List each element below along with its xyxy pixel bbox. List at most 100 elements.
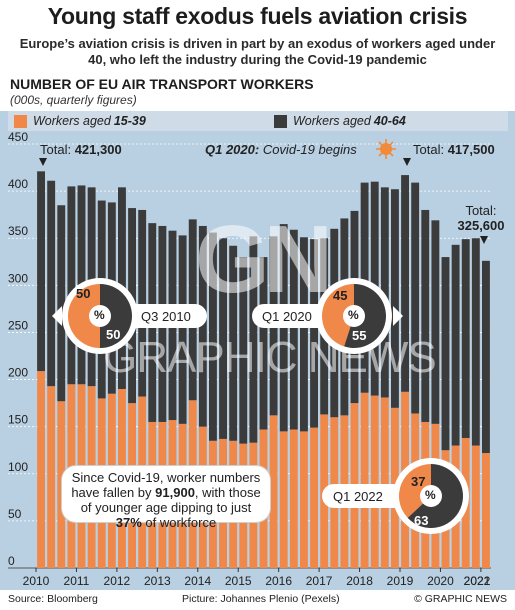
legend-young-range: 15-39: [113, 114, 146, 128]
bar-old: [441, 257, 450, 451]
x-tick-label: 2016: [265, 574, 292, 588]
bar-young: [57, 401, 66, 568]
bar-young: [380, 397, 389, 568]
bar-young: [37, 371, 45, 568]
pie3-young-slice: [398, 463, 431, 518]
bar-young: [279, 431, 288, 568]
bar-old: [47, 180, 56, 387]
bar-young: [269, 415, 278, 568]
bar-old: [219, 238, 227, 439]
y-tick-label: 400: [8, 177, 28, 191]
legend-young-swatch: [14, 114, 27, 128]
pie1-old-value: 50: [106, 327, 121, 342]
bar-old: [138, 209, 147, 397]
pie-q1-2020: [252, 278, 403, 354]
bar-old: [451, 244, 460, 446]
x-tick-label: 2019: [387, 574, 414, 588]
pie-q3-2010: [52, 278, 207, 354]
bar-old: [289, 229, 298, 430]
chart-unit: (000s, quarterly figures): [10, 93, 137, 107]
bar-old: [57, 205, 66, 402]
callout-bold1: 91,900: [155, 485, 195, 500]
pie1-pointer: [52, 306, 62, 326]
pie1-label: Q3 2010: [141, 309, 191, 324]
bar-young: [370, 395, 379, 568]
pie2-old-slice: [344, 284, 386, 349]
pie2-old-value: 55: [352, 328, 367, 343]
y-tick-label: 250: [8, 318, 28, 332]
page-title: Young staff exodus fuels aviation crisis: [47, 3, 468, 29]
source-credit: Source: Bloomberg: [8, 593, 98, 605]
x-tick-label: 2022: [464, 574, 491, 588]
x-tick-label: 2012: [104, 574, 131, 588]
page-subtitle: Europe’s aviation crisis is driven in pa…: [19, 36, 496, 67]
footer-background: [0, 590, 515, 610]
pie2-young-value: 45: [333, 288, 348, 303]
bar-old: [37, 171, 45, 372]
total-last-pointer: [480, 236, 488, 244]
pie1-young-value: 50: [76, 286, 91, 301]
callout-part1: Since Covid-19, worker numbers have fall…: [71, 470, 261, 500]
bar-old: [431, 220, 440, 424]
pie3-young-value: 37: [411, 474, 426, 489]
pie3-old-value: 63: [414, 513, 429, 528]
bar-old: [461, 239, 470, 438]
bar-old: [229, 245, 238, 441]
pie2-pointer: [393, 306, 403, 326]
pie1-center: %: [94, 308, 105, 322]
x-axis-ticks: 2010 2011 2012 2013 2014 2015 2016 2017 2018 2019…: [23, 568, 491, 588]
y-tick-label: 50: [8, 507, 22, 521]
total-first-pointer: [39, 158, 47, 166]
pie3-hole: [420, 485, 442, 507]
covid-callout: Since Covid-19, worker numbers have fall…: [62, 466, 270, 530]
x-tick-label: 2013: [144, 574, 171, 588]
bar-old: [259, 257, 268, 430]
x-tick-label: 2015: [225, 574, 252, 588]
bar-old: [421, 209, 430, 422]
y-tick-label: 100: [8, 460, 28, 474]
x-tick-label: 2014: [184, 574, 211, 588]
total-covid-value: 417,500: [447, 142, 495, 157]
y-axis-ticks: 0 50 100 150 200 250 300 350 400 450: [8, 130, 28, 568]
legend-young: Workers aged 15-39: [14, 114, 146, 128]
bar-old: [411, 182, 420, 414]
covid-text: Covid-19 begins: [259, 142, 357, 157]
bar-young: [300, 431, 308, 568]
total-covid-pointer: [403, 158, 411, 166]
total-first-value: 421,300: [74, 142, 122, 157]
total-last-value: 325,600: [457, 218, 505, 233]
bar-old: [249, 236, 258, 443]
bar-old: [67, 186, 76, 385]
bar-old: [239, 257, 248, 444]
bar-young: [482, 453, 490, 568]
callout-part2: , with those of younger age dipping to j…: [80, 485, 261, 515]
pie1-hole: [89, 305, 111, 327]
total-covid-annotation: Total: 417,500: [413, 142, 495, 157]
y-tick-label: 350: [8, 224, 28, 238]
total-first-label: Total:: [40, 142, 75, 157]
x-tick-label: 2020: [427, 574, 454, 588]
bar-young: [471, 445, 480, 568]
pie2-hole: [343, 305, 365, 327]
callout-bold2: 37%: [115, 515, 142, 530]
bar-old: [300, 237, 308, 432]
bar-young: [360, 392, 369, 568]
pie3-label: Q1 2022: [333, 489, 383, 504]
x-tick-label: 2017: [306, 574, 333, 588]
pie2-center: %: [348, 308, 359, 322]
total-first-annotation: Total: 421,300: [40, 142, 122, 157]
header-background: [0, 0, 515, 111]
x-tick-label: 2021: [464, 574, 491, 588]
covid-virus-icon: [376, 139, 396, 159]
chart-title: NUMBER OF EU AIR TRANSPORT WORKERS: [10, 76, 314, 92]
pie3-center: %: [425, 488, 436, 502]
x-tick-label: 2011: [64, 574, 90, 588]
bar-old: [310, 239, 318, 428]
covid-annotation: Q1 2020: Covid-19 begins: [205, 142, 357, 157]
pie1-old-slice: [100, 284, 132, 348]
y-tick-label: 150: [8, 413, 28, 427]
bar-old: [178, 235, 187, 424]
bar-old: [391, 189, 399, 408]
y-tick-label: 300: [8, 271, 28, 285]
